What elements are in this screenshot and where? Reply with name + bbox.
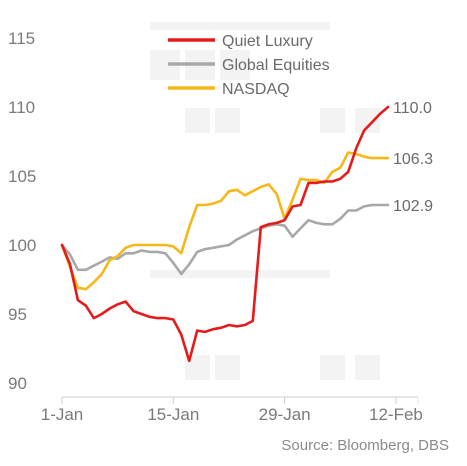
series-line-quiet-luxury xyxy=(60,105,390,363)
x-tick-label: 1-Jan xyxy=(41,405,84,424)
background-block xyxy=(320,108,345,133)
y-tick-label: 90 xyxy=(8,374,27,393)
x-tick-label: 12-Feb xyxy=(369,405,423,424)
y-axis: 115 110 105 100 95 90 xyxy=(8,29,36,393)
background-block xyxy=(150,270,330,278)
y-tick-label: 105 xyxy=(8,167,36,186)
x-tick-label: 15-Jan xyxy=(147,405,199,424)
background-block xyxy=(320,355,345,380)
end-label-nasdaq: 106.3 xyxy=(393,151,433,168)
series-lines xyxy=(60,105,390,363)
chart-background xyxy=(150,22,380,380)
source-note: Source: Bloomberg, DBS xyxy=(281,437,449,454)
x-tick-label: 29-Jan xyxy=(259,405,311,424)
background-block xyxy=(215,108,240,133)
background-block xyxy=(355,108,380,133)
y-tick-label: 115 xyxy=(8,29,35,48)
end-label-global-equities: 102.9 xyxy=(393,198,433,215)
end-label-quiet-luxury: 110.0 xyxy=(393,100,432,117)
legend: Quiet Luxury Global Equities NASDAQ xyxy=(168,33,330,98)
legend-label: Global Equities xyxy=(222,57,330,74)
y-tick-label: 100 xyxy=(8,236,36,255)
y-tick-label: 95 xyxy=(8,305,27,324)
background-block xyxy=(185,108,210,133)
x-axis: 1-Jan 15-Jan 29-Jan 12-Feb xyxy=(41,396,423,424)
y-tick-label: 110 xyxy=(8,98,35,117)
series-line-global-equities xyxy=(60,203,390,276)
background-block xyxy=(220,50,250,80)
end-labels: 110.0 102.9 106.3 xyxy=(393,100,433,215)
legend-label: NASDAQ xyxy=(222,81,290,98)
background-block xyxy=(215,355,240,380)
background-block xyxy=(150,22,330,30)
series-line-nasdaq xyxy=(60,151,390,291)
background-block xyxy=(355,355,380,380)
legend-label: Quiet Luxury xyxy=(222,33,313,50)
